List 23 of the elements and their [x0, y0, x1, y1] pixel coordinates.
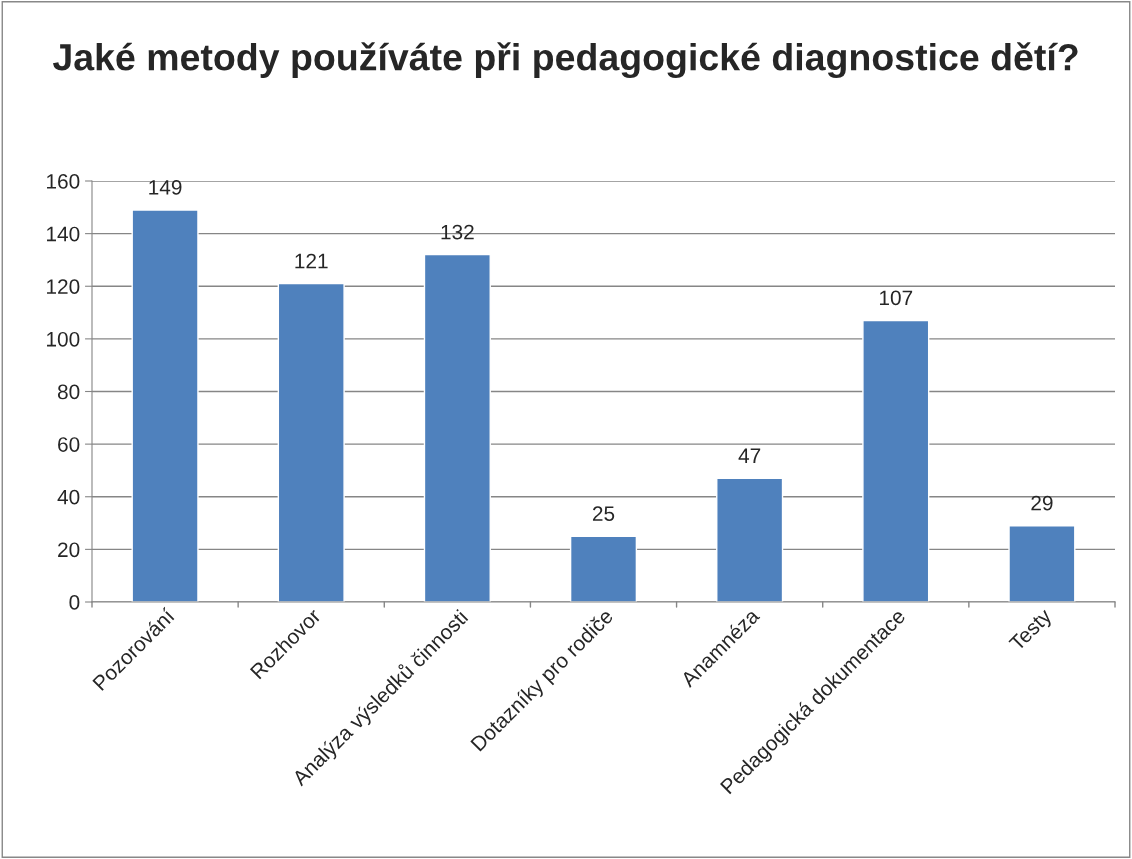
bar [716, 477, 784, 602]
y-tick-label: 100 [47, 331, 80, 347]
chart-title: Jaké metody používáte při pedagogické diagnostice dětí? [52, 42, 1078, 79]
y-tick-label: 40 [57, 489, 80, 505]
bar [862, 319, 930, 602]
data-label: 29 [1031, 495, 1053, 511]
data-label: 149 [149, 179, 182, 195]
y-tick-label: 0 [69, 595, 80, 610]
y-tick-label: 60 [58, 437, 80, 452]
data-label: 25 [592, 506, 615, 521]
y-tick-label: 120 [47, 279, 80, 294]
y-tick-label: 20 [58, 542, 80, 558]
y-tick-label: 160 [47, 174, 80, 189]
y-tick-label: 80 [57, 384, 80, 400]
data-label: 47 [738, 448, 761, 463]
bar [423, 253, 491, 602]
data-label: 121 [295, 253, 328, 269]
bar [569, 535, 638, 602]
y-tick-label: 140 [47, 226, 80, 242]
bar [131, 209, 199, 602]
data-label: 107 [880, 290, 913, 306]
bar [277, 282, 345, 602]
bar [1008, 524, 1076, 602]
